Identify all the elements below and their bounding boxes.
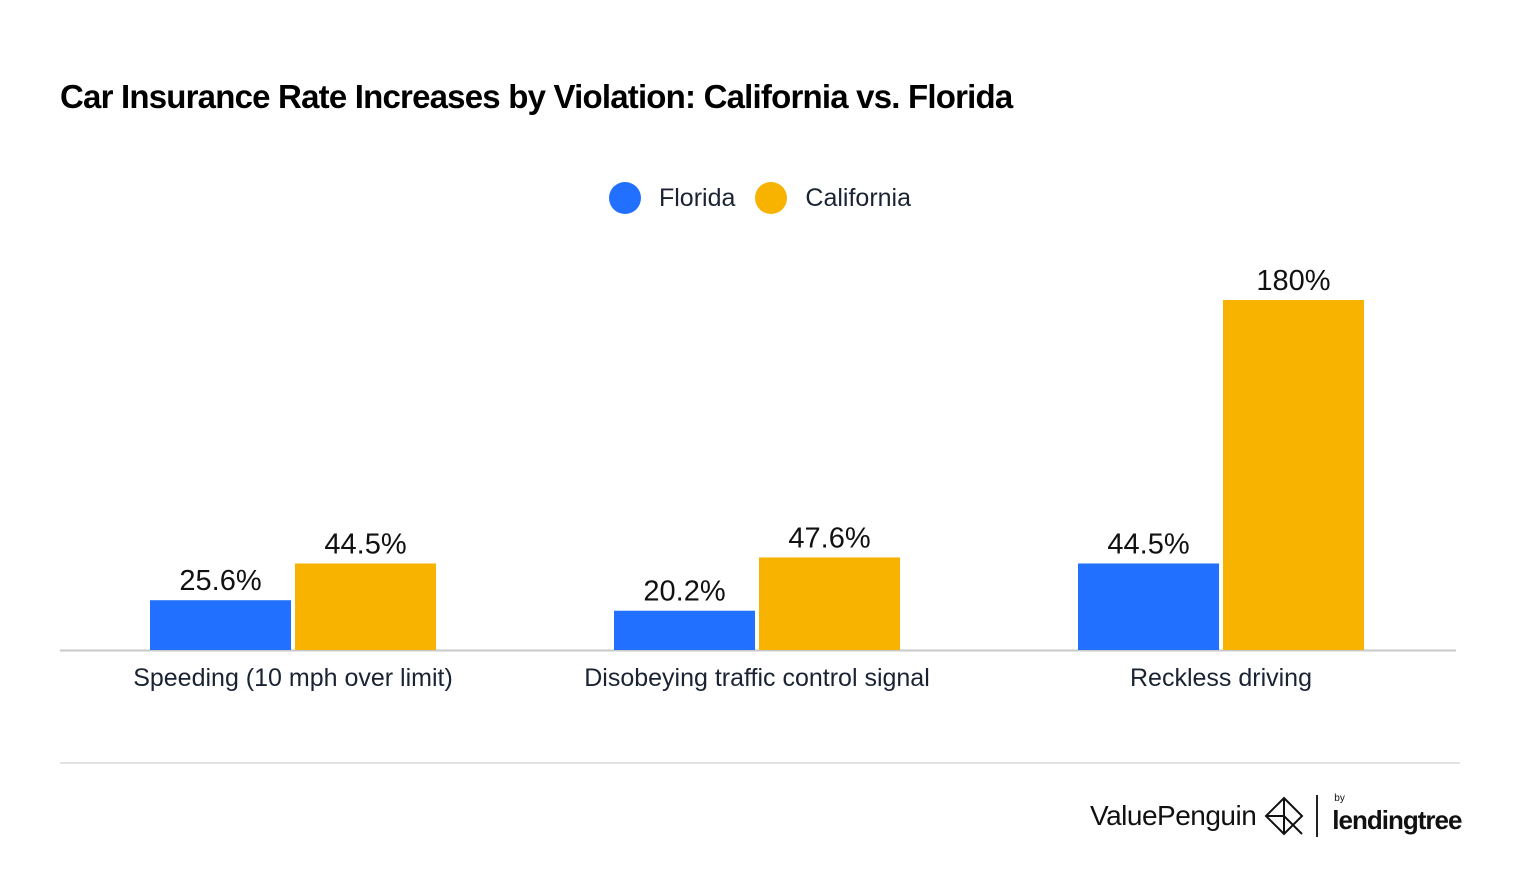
bar-chart: 25.6% 44.5% Speeding (10 mph over limit) 20… [60, 265, 1456, 692]
chart-title: Car Insurance Rate Increases by Violatio… [60, 78, 1013, 115]
x-tick-label-1: Disobeying traffic control signal [584, 664, 930, 692]
bar-california-2 [1223, 300, 1364, 650]
lendingtree-text: lendingtree [1332, 804, 1462, 835]
legend-swatch-florida [608, 182, 641, 214]
legend-item-florida: Florida [608, 182, 736, 214]
valuepenguin-logo-icon [1264, 796, 1304, 836]
legend-swatch-california [755, 182, 788, 214]
data-label-florida-1: 20.2% [643, 576, 725, 608]
valuepenguin-logo-text: ValuePenguin [1090, 800, 1257, 831]
divider [60, 762, 1460, 764]
legend: Florida California [0, 182, 1520, 214]
logo: ValuePenguin by lendingtree [1090, 793, 1462, 837]
x-tick-label-0: Speeding (10 mph over limit) [133, 664, 453, 692]
legend-label-california: California [805, 183, 912, 212]
x-tick-label-2: Reckless driving [1130, 664, 1312, 692]
bar-florida-1 [614, 610, 755, 650]
bar-florida-0 [150, 600, 291, 650]
data-label-florida-0: 25.6% [179, 565, 261, 597]
by-text: by [1334, 792, 1345, 804]
bar-california-1 [759, 557, 900, 650]
logo-divider [1316, 795, 1319, 837]
bar-california-0 [295, 563, 436, 650]
data-label-california-2: 180% [1256, 265, 1330, 297]
legend-item-california: California [755, 182, 911, 214]
bar-florida-2 [1078, 563, 1219, 650]
lendingtree-logo-text: by lendingtree [1332, 793, 1462, 836]
data-label-california-1: 47.6% [788, 522, 870, 554]
data-label-california-0: 44.5% [324, 528, 406, 560]
data-label-florida-2: 44.5% [1107, 528, 1189, 560]
legend-label-florida: Florida [658, 183, 736, 212]
